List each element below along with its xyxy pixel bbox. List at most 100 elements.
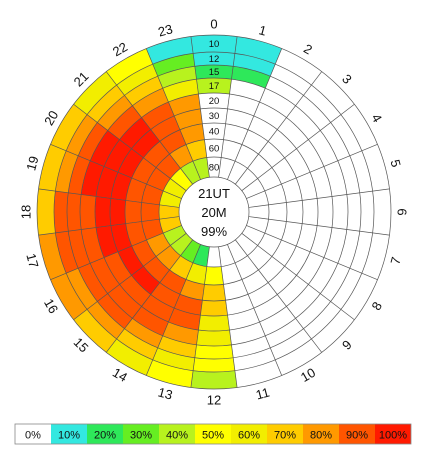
sector-gridline [235,71,323,185]
legend-label: 40% [166,430,188,442]
heatmap-cell [233,53,276,77]
heatmap-cell [146,359,194,388]
sector-gridline [50,143,182,199]
heatmap-cell [80,194,97,230]
heatmap-cell [253,294,287,322]
heatmap-cell [170,168,193,191]
heatmap-cell [156,154,181,179]
legend-label: 30% [130,430,152,442]
center-labels: 21UT 20M 99% [198,186,230,239]
heatmap-cell [218,244,236,267]
heatmap-cell [317,196,333,228]
heatmap-cell [311,71,355,115]
heatmap-cell [107,105,142,140]
sector-gridline [241,233,355,321]
heatmap-cell [233,347,276,371]
hour-label: 19 [23,154,41,172]
heatmap-cell [286,200,304,224]
heatmap-cell [68,229,91,269]
heatmap-cell [349,150,373,193]
heatmap-cell [186,262,207,285]
heatmap-cell [235,144,259,169]
heatmap-cell [231,66,271,89]
hour-label: 0 [210,17,217,32]
heatmap-cell [248,115,278,142]
legend-swatch [267,424,303,444]
heatmap-cell [87,85,125,123]
heatmap-cell [281,177,303,203]
sector-gridline [73,103,187,191]
heatmap-cell [359,191,374,233]
heatmap-cell [119,275,151,307]
heatmap-cell [124,200,142,224]
ring-label: 20 [209,96,220,107]
heatmap-cell [124,318,163,348]
heatmap-cell [156,245,181,270]
heatmap-cell [192,157,210,180]
heatmap-cell [198,315,230,331]
ring-gridline [178,176,250,248]
heatmap-cell [320,263,350,302]
legend-label: 80% [310,430,332,442]
hour-label: 14 [110,365,130,385]
heatmap-cell [87,301,125,339]
heatmap-cell [96,225,118,258]
heatmap-cell [198,93,230,109]
heatmap-cell [296,251,324,285]
heatmap-cell [159,190,182,208]
ring-labels: 80 60 40 30 20 17 15 12 10 [209,39,220,174]
heatmap-cell [202,284,226,302]
ring-label: 40 [209,127,220,138]
heatmap-cell [320,122,350,161]
heatmap-cell [152,347,195,371]
heatmap-cell [227,94,260,116]
heatmap-cell [361,144,390,192]
heatmap-cell [36,188,56,236]
heatmap-cell [223,123,249,145]
heatmap-cell [110,223,132,252]
heatmap-cell [168,94,201,116]
heatmap-cell [50,273,88,320]
heatmap-cell [169,144,193,169]
hour-label: 23 [156,21,174,39]
sector-gridline [218,246,238,388]
legend-swatch [375,424,411,444]
heatmap-cell [157,335,197,358]
heatmap-cell [227,161,248,185]
heatmap-cell [141,184,164,205]
heatmap-cell [340,273,378,320]
heatmap-cell [246,190,269,208]
ring-gridline [66,64,362,360]
sector-gridline [190,36,210,178]
heatmap-cell [200,300,228,316]
heatmap-cell [163,225,187,246]
legend-swatch [159,424,195,444]
heatmap-cell [259,88,296,118]
hour-label: 11 [254,385,271,403]
heatmap-cell [346,192,361,232]
sector-gridline [227,48,283,180]
heatmap-cell [281,221,303,247]
heatmap-cell [125,221,147,247]
heatmap-cell [73,309,117,353]
heatmap-cell [218,157,236,180]
legend-label: 60% [238,430,260,442]
heatmap-cell [200,108,228,124]
heatmap-cell [235,233,258,256]
sector-gridline [218,36,238,178]
ring-label: 80 [209,163,220,174]
ring-gridline [36,34,392,390]
heatmap-cell [170,233,193,256]
ring-label: 17 [209,81,220,92]
heatmap-cell [168,308,201,330]
heatmap-cell [96,166,118,199]
legend-swatch [231,424,267,444]
hour-label: 9 [339,337,355,353]
heatmap-cell [284,246,311,276]
heatmap-cell [286,105,321,140]
sector-gridline [246,225,378,281]
heatmap-cell [234,36,282,65]
hour-label: 2 [301,41,315,58]
sector-gridline [227,244,283,376]
heatmap-cell [54,191,69,233]
